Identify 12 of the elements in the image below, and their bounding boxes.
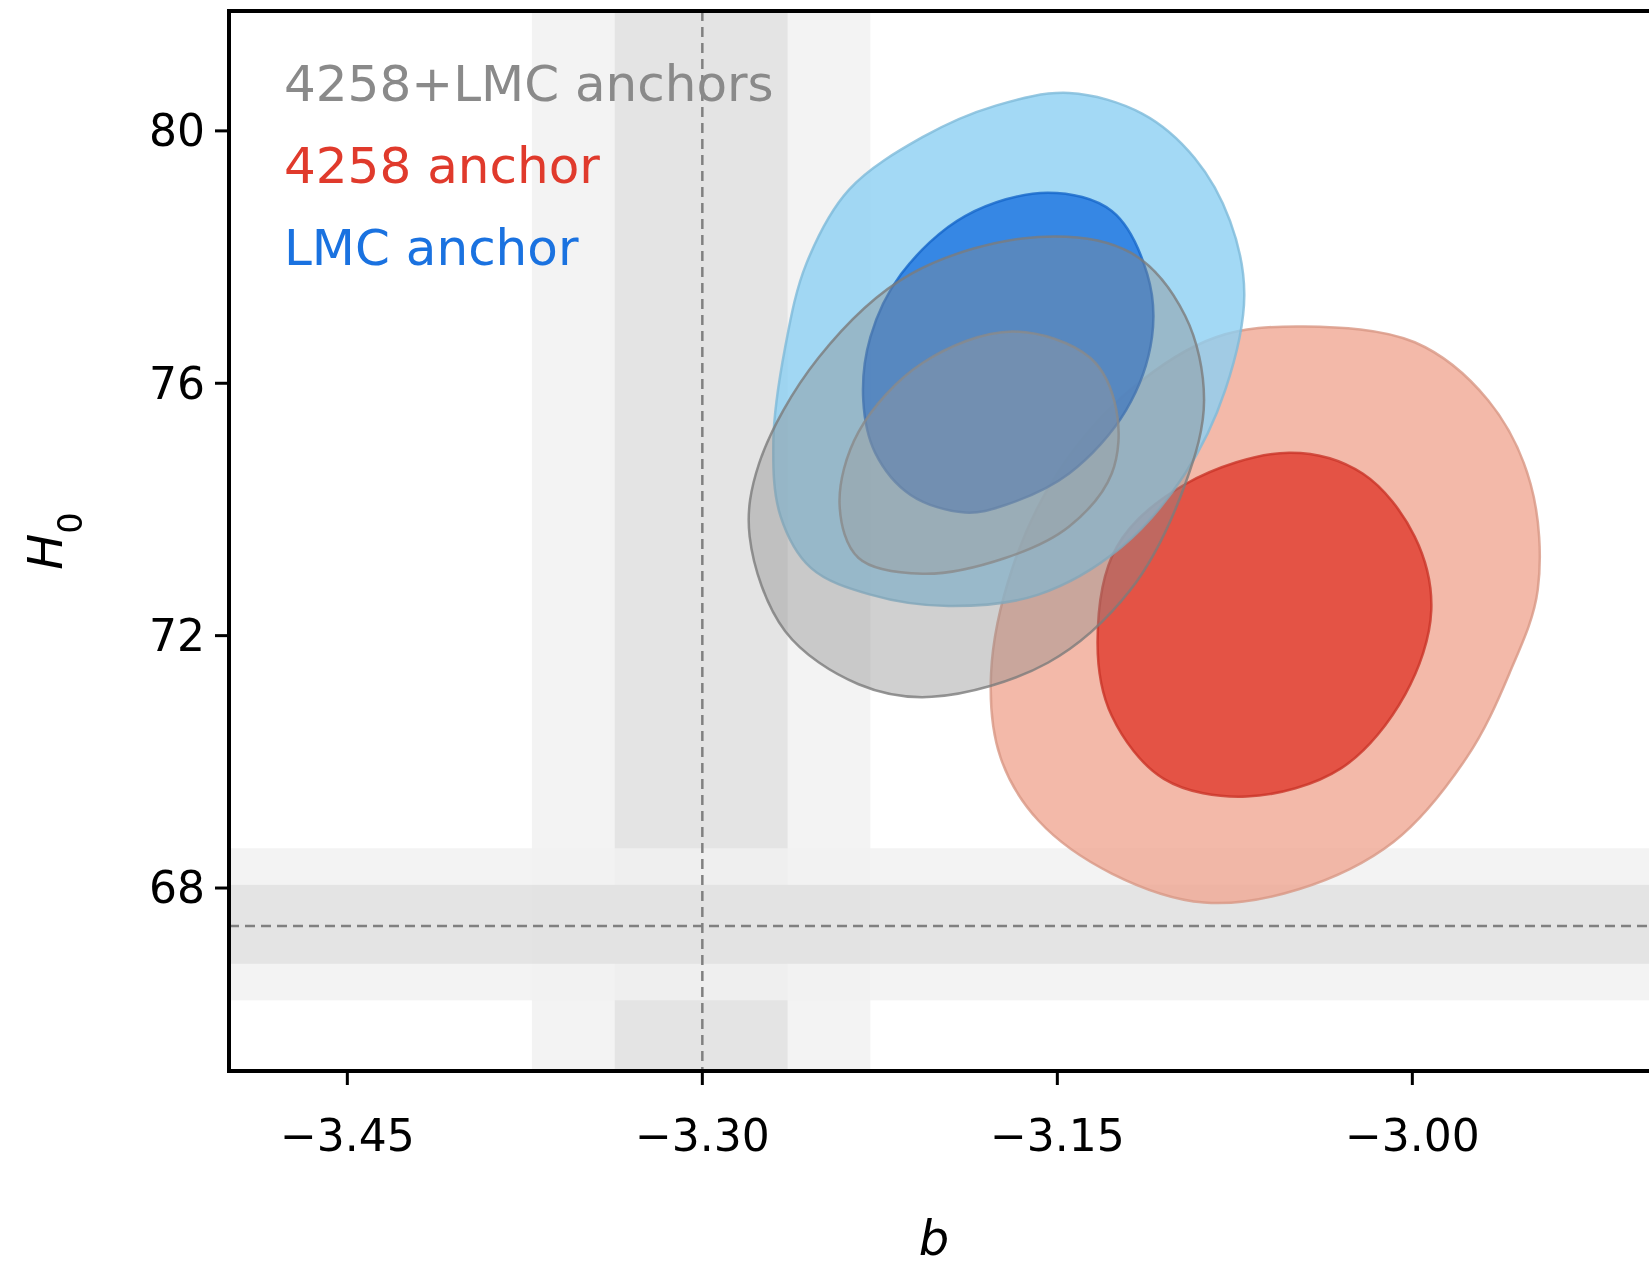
x-tick-label: −3.00 <box>1344 1110 1480 1161</box>
text: 4258+LMC anchors <box>284 55 774 113</box>
x-tick-label: −3.45 <box>279 1110 415 1161</box>
y-tick-label: 80 <box>149 105 205 157</box>
text: LMC anchor <box>284 219 579 277</box>
text: 4258 anchor <box>284 137 601 195</box>
y-tick-label: 76 <box>149 357 205 409</box>
x-axis-title: b <box>918 1210 950 1266</box>
x-tick-label: −3.15 <box>989 1110 1125 1161</box>
x-tick-label: −3.30 <box>634 1110 770 1161</box>
y-tick-label: 72 <box>149 610 205 662</box>
y-tick-label: 68 <box>149 862 205 914</box>
